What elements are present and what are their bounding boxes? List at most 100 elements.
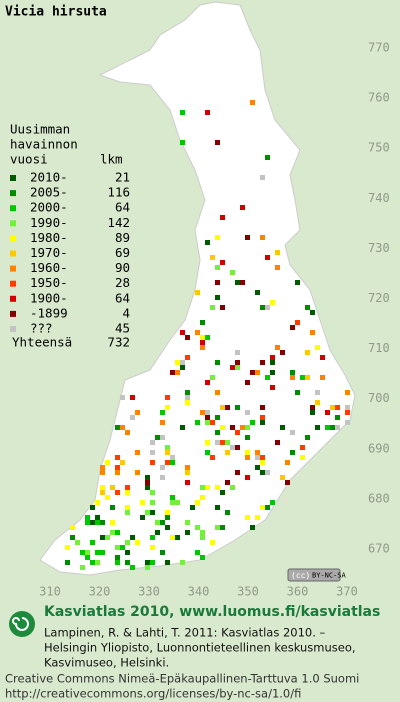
legend-heading: havainnon <box>10 137 78 152</box>
occurrence-square <box>165 445 170 450</box>
occurrence-square <box>185 530 190 535</box>
occurrence-square <box>310 310 315 315</box>
occurrence-square <box>345 410 350 415</box>
legend-count: 69 <box>115 245 130 260</box>
citation: Kasvimuseo, Helsinki. <box>44 656 169 670</box>
occurrence-square <box>185 390 190 395</box>
occurrence-square <box>325 425 330 430</box>
north-tick-label: 750 <box>368 141 390 155</box>
occurrence-square <box>220 425 225 430</box>
occurrence-square <box>150 440 155 445</box>
east-tick-label: 360 <box>287 585 309 599</box>
legend-label: 2000- <box>30 200 68 215</box>
occurrence-square <box>155 520 160 525</box>
occurrence-square <box>80 550 85 555</box>
occurrence-square <box>150 560 155 565</box>
occurrence-square <box>175 360 180 365</box>
occurrence-square <box>180 365 185 370</box>
occurrence-square <box>200 335 205 340</box>
occurrence-square <box>235 405 240 410</box>
occurrence-square <box>285 480 290 485</box>
occurrence-square <box>170 495 175 500</box>
occurrence-square <box>245 455 250 460</box>
legend-swatch <box>10 205 16 212</box>
occurrence-square <box>75 540 80 545</box>
occurrence-square <box>290 370 295 375</box>
occurrence-square <box>240 280 245 285</box>
occurrence-square <box>200 345 205 350</box>
occurrence-square <box>215 265 220 270</box>
occurrence-square <box>235 350 240 355</box>
occurrence-square <box>315 425 320 430</box>
occurrence-square <box>185 395 190 400</box>
occurrence-square <box>320 375 325 380</box>
occurrence-square <box>125 560 130 565</box>
occurrence-square <box>295 280 300 285</box>
occurrence-square <box>90 505 95 510</box>
occurrence-square <box>210 455 215 460</box>
occurrence-square <box>335 415 340 420</box>
occurrence-square <box>115 490 120 495</box>
occurrence-square <box>215 415 220 420</box>
occurrence-square <box>255 450 260 455</box>
occurrence-square <box>215 140 220 145</box>
occurrence-square <box>305 350 310 355</box>
occurrence-square <box>280 425 285 430</box>
occurrence-square <box>290 375 295 380</box>
occurrence-square <box>110 520 115 525</box>
occurrence-square <box>205 380 210 385</box>
occurrence-square <box>165 515 170 520</box>
occurrence-square <box>165 525 170 530</box>
occurrence-square <box>255 455 260 460</box>
legend-swatch <box>10 295 16 302</box>
occurrence-square <box>150 460 155 465</box>
occurrence-square <box>115 455 120 460</box>
occurrence-square <box>275 440 280 445</box>
occurrence-square <box>300 445 305 450</box>
legend-label: 2005- <box>30 185 68 200</box>
occurrence-square <box>160 475 165 480</box>
occurrence-square <box>90 560 95 565</box>
north-tick-label: 690 <box>368 441 390 455</box>
occurrence-square <box>265 155 270 160</box>
site-title: Kasviatlas 2010, www.luomus.fi/kasviatla… <box>44 604 380 620</box>
occurrence-square <box>135 540 140 545</box>
occurrence-square <box>220 490 225 495</box>
occurrence-square <box>220 405 225 410</box>
legend-column: lkm <box>100 152 123 167</box>
legend-swatch <box>10 280 16 287</box>
occurrence-square <box>145 560 150 565</box>
occurrence-square <box>145 485 150 490</box>
occurrence-square <box>235 360 240 365</box>
legend-label: 1970- <box>30 245 68 260</box>
legend-count: 89 <box>115 230 130 245</box>
occurrence-square <box>220 215 225 220</box>
occurrence-square <box>240 205 245 210</box>
occurrence-square <box>335 405 340 410</box>
occurrence-square <box>175 535 180 540</box>
legend-count: 64 <box>115 200 130 215</box>
occurrence-square <box>205 450 210 455</box>
occurrence-square <box>120 395 125 400</box>
north-tick-label: 710 <box>368 341 390 355</box>
occurrence-square <box>195 500 200 505</box>
occurrence-square <box>270 360 275 365</box>
occurrence-square <box>205 110 210 115</box>
occurrence-square <box>200 320 205 325</box>
occurrence-square <box>185 400 190 405</box>
occurrence-square <box>160 435 165 440</box>
occurrence-square <box>230 365 235 370</box>
occurrence-square <box>160 410 165 415</box>
occurrence-square <box>205 240 210 245</box>
occurrence-square <box>95 550 100 555</box>
license-badge <box>287 568 341 582</box>
occurrence-square <box>130 565 135 570</box>
occurrence-square <box>245 235 250 240</box>
occurrence-square <box>170 500 175 505</box>
legend-label: 1960- <box>30 260 68 275</box>
occurrence-square <box>190 505 195 510</box>
north-tick-label: 720 <box>368 291 390 305</box>
occurrence-square <box>115 425 120 430</box>
occurrence-square <box>315 345 320 350</box>
citation: Helsingin Yliopisto, Luonnontieteellinen… <box>44 641 356 655</box>
